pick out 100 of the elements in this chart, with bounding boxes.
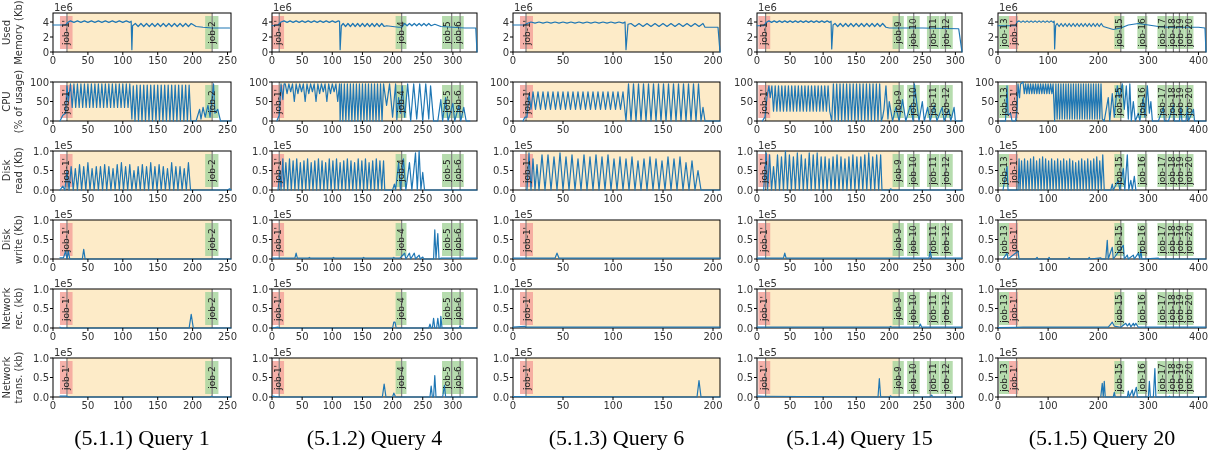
x-tick-label: 100 — [113, 55, 133, 66]
annotation: 1e5 — [758, 140, 777, 151]
x-tick-label: 0 — [268, 262, 276, 273]
band-label: job-12 — [941, 363, 952, 393]
x-tick-label: 150 — [148, 400, 168, 411]
y-tick-label: 1.0 — [252, 352, 268, 364]
band-label: job-4 — [396, 89, 407, 114]
band-label: job-1' — [759, 19, 770, 47]
x-tick-label: 300 — [1138, 262, 1158, 273]
band-label: job-19 — [1175, 156, 1186, 186]
y-tick-label: 0 — [502, 115, 509, 127]
y-tick-label: 0.5 — [737, 303, 753, 314]
x-axis-title: (5.1.1) Query 1 — [74, 425, 210, 450]
y-tick-label: 0 — [502, 46, 509, 58]
annotation: 1e5 — [514, 278, 533, 289]
x-tick-label: 250 — [912, 55, 932, 66]
x-tick-label: 100 — [113, 262, 133, 273]
annotation: 1e5 — [758, 347, 777, 358]
band-label: job-1' — [273, 19, 284, 47]
y-tick-label: 0.0 — [252, 322, 268, 334]
x-tick-label: 200 — [879, 55, 899, 66]
x-tick-label: 100 — [1038, 331, 1058, 342]
x-tick-label: 300 — [1138, 331, 1158, 342]
band-label: job-12 — [941, 18, 952, 48]
x-tick-label: 300 — [945, 331, 965, 342]
band-label: job-17 — [1157, 18, 1168, 48]
y-tick-label: 0.0 — [737, 391, 753, 403]
y-tick-label: 100 — [248, 76, 268, 88]
y-tick-label: 1.0 — [33, 352, 49, 364]
y-axis-title: Disk read (Kb) — [1, 147, 24, 194]
y-tick-label: 0.5 — [978, 165, 994, 176]
y-tick-label: 4 — [502, 16, 509, 28]
x-tick-label: 100 — [322, 193, 342, 204]
band-label: job-13 — [999, 294, 1010, 324]
x-tick-label: 250 — [912, 400, 932, 411]
band-label: job-1' — [759, 226, 770, 254]
y-tick-label: 100 — [733, 76, 753, 88]
band-label: job-1' — [1008, 88, 1019, 116]
band-label: job-10 — [908, 156, 919, 186]
x-tick-label: 150 — [148, 193, 168, 204]
y-tick-label: 0.5 — [978, 234, 994, 245]
x-axis-title: (5.1.2) Query 4 — [306, 425, 443, 450]
x-tick-label: 50 — [556, 124, 570, 135]
x-axis-title: (5.1.3) Query 6 — [548, 425, 685, 450]
x-tick-label: 200 — [703, 124, 723, 135]
x-tick-label: 0 — [753, 400, 761, 411]
x-tick-label: 100 — [113, 400, 133, 411]
band-label: job-2 — [206, 366, 217, 390]
x-tick-label: 150 — [846, 400, 866, 411]
x-tick-label: 50 — [295, 124, 309, 135]
band-label: job-19 — [1175, 363, 1186, 393]
x-tick-label: 50 — [81, 262, 95, 273]
band-label: job-11 — [928, 18, 939, 48]
annotation: 1e5 — [999, 209, 1018, 220]
band-label: job-11 — [928, 363, 939, 393]
y-axis-title: Disk write (Kb) — [1, 214, 24, 265]
y-tick-label: 0.5 — [252, 372, 268, 383]
y-tick-label: 1.0 — [33, 145, 49, 157]
band-label: job-10 — [908, 18, 919, 48]
band-label: job-17 — [1157, 87, 1168, 117]
band-label: job-11 — [928, 156, 939, 186]
x-tick-label: 250 — [413, 331, 433, 342]
x-tick-label: 150 — [653, 262, 673, 273]
x-tick-label: 150 — [148, 124, 168, 135]
x-tick-label: 200 — [183, 193, 203, 204]
x-tick-label: 150 — [352, 262, 372, 273]
x-tick-label: 400 — [1188, 262, 1209, 273]
y-tick-label: 2 — [42, 31, 49, 43]
band-label: job-1' — [1008, 226, 1019, 254]
x-tick-label: 50 — [81, 124, 95, 135]
annotation: 1e5 — [514, 140, 533, 151]
x-tick-label: 100 — [322, 331, 342, 342]
x-tick-label: 150 — [148, 331, 168, 342]
y-tick-label: 0.5 — [33, 372, 49, 383]
band-label: job-12 — [941, 294, 952, 324]
y-tick-label: 1.0 — [252, 214, 268, 226]
x-tick-label: 250 — [413, 124, 433, 135]
band-label: job-15 — [1114, 363, 1125, 393]
x-tick-label: 300 — [443, 124, 463, 135]
x-tick-label: 250 — [912, 262, 932, 273]
x-tick-label: 50 — [81, 400, 95, 411]
y-tick-label: 0.5 — [978, 303, 994, 314]
x-tick-label: 50 — [783, 331, 797, 342]
y-tick-label: 0.5 — [252, 165, 268, 176]
band-label: job-10 — [908, 225, 919, 255]
y-tick-label: 50 — [496, 96, 509, 107]
y-tick-label: 1.0 — [493, 352, 509, 364]
x-tick-label: 0 — [994, 55, 1002, 66]
x-tick-label: 150 — [653, 400, 673, 411]
band-label: job-4 — [396, 20, 407, 45]
band-label: job-10 — [908, 87, 919, 117]
band-label: job-6 — [453, 20, 464, 45]
band-label: job-15 — [1114, 87, 1125, 117]
x-tick-label: 300 — [443, 55, 463, 66]
y-tick-label: 50 — [981, 96, 994, 107]
band-label: job-1' — [273, 364, 284, 392]
y-axis-title: Network trans. (kb) — [1, 351, 24, 404]
x-tick-label: 0 — [509, 331, 517, 342]
x-tick-label: 150 — [352, 193, 372, 204]
band-label: job-1' — [759, 88, 770, 116]
